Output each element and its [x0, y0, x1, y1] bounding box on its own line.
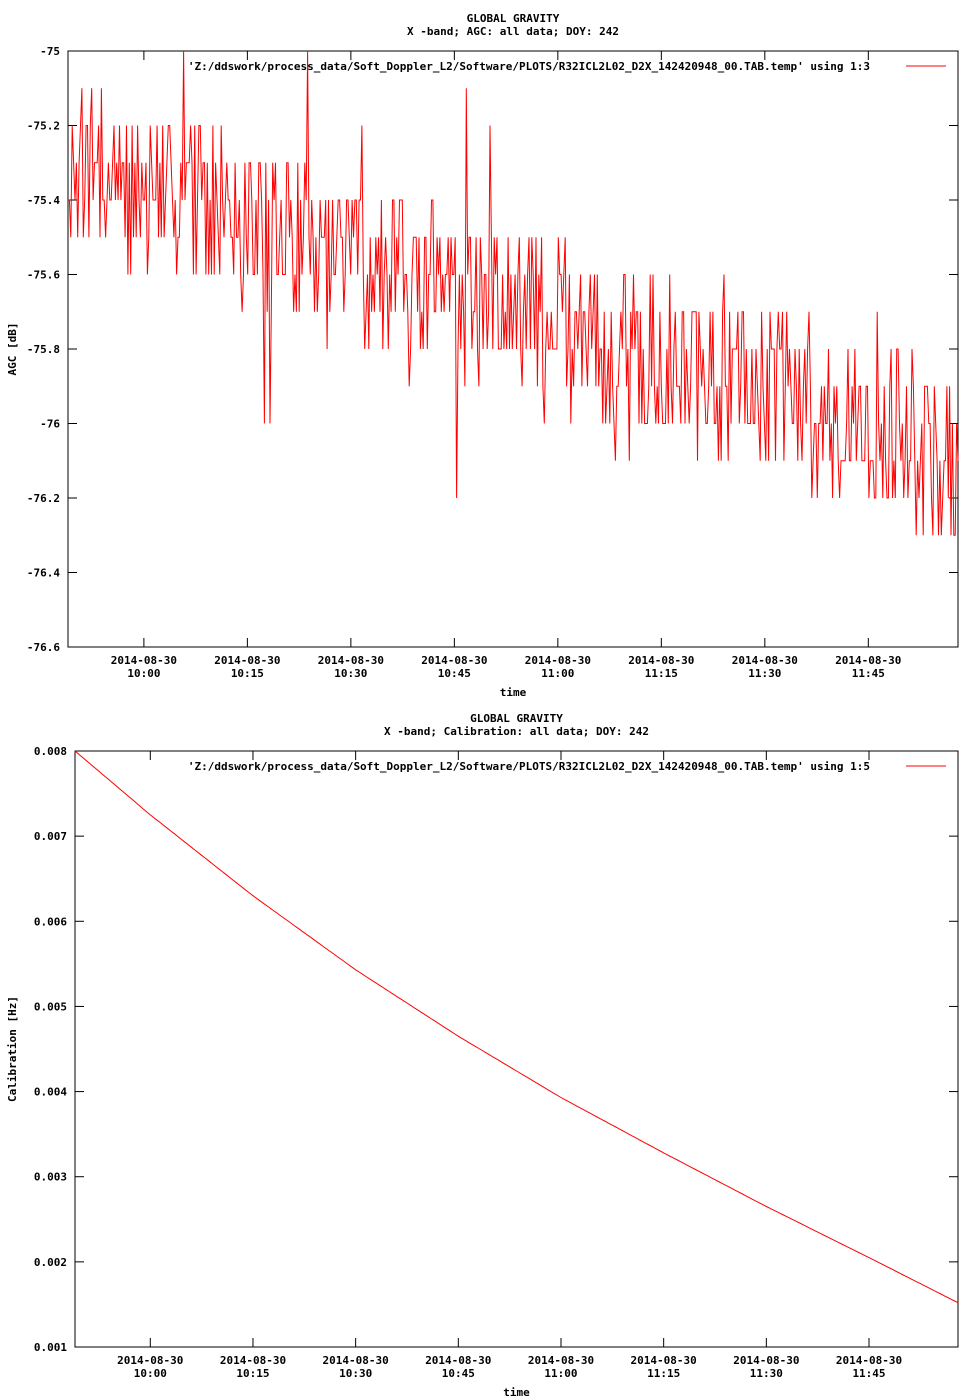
x-tick-date-label: 2014-08-30: [525, 654, 591, 667]
x-tick-time-label: 11:15: [645, 667, 678, 680]
y-tick-label: 0.002: [34, 1256, 67, 1269]
x-tick-date-label: 2014-08-30: [111, 654, 177, 667]
x-tick-time-label: 10:30: [339, 1367, 372, 1380]
x-tick-date-label: 2014-08-30: [421, 654, 487, 667]
y-tick-label: 0.001: [34, 1341, 67, 1354]
y-tick-label: -75.6: [27, 269, 60, 282]
y-axis-label: AGC [dB]: [6, 323, 19, 376]
x-tick-date-label: 2014-08-30: [631, 1354, 697, 1367]
x-tick-time-label: 11:00: [541, 667, 574, 680]
x-tick-date-label: 2014-08-30: [733, 1354, 799, 1367]
x-tick-time-label: 11:30: [750, 1367, 783, 1380]
x-tick-time-label: 11:30: [748, 667, 781, 680]
y-tick-label: -75.4: [27, 194, 60, 207]
x-tick-date-label: 2014-08-30: [220, 1354, 286, 1367]
series-line: [68, 50, 959, 536]
chart-subtitle: X -band; AGC: all data; DOY: 242: [407, 25, 619, 38]
x-tick-date-label: 2014-08-30: [732, 654, 798, 667]
x-tick-date-label: 2014-08-30: [323, 1354, 389, 1367]
x-axis-label: time: [500, 686, 527, 699]
x-tick-date-label: 2014-08-30: [528, 1354, 594, 1367]
x-tick-time-label: 10:00: [134, 1367, 167, 1380]
x-tick-time-label: 10:45: [442, 1367, 475, 1380]
x-tick-date-label: 2014-08-30: [628, 654, 694, 667]
y-tick-label: -76: [40, 418, 60, 431]
x-tick-date-label: 2014-08-30: [214, 654, 280, 667]
y-axis-label: Calibration [Hz]: [6, 996, 19, 1102]
x-tick-date-label: 2014-08-30: [117, 1354, 183, 1367]
y-tick-label: -75.2: [27, 120, 60, 133]
y-tick-label: 0.008: [34, 745, 67, 758]
x-tick-time-label: 10:00: [127, 667, 160, 680]
legend-label: 'Z:/ddswork/process_data/Soft_Doppler_L2…: [188, 60, 870, 73]
y-tick-label: -75: [40, 45, 60, 58]
x-tick-time-label: 11:45: [852, 667, 885, 680]
x-tick-time-label: 10:45: [438, 667, 471, 680]
plot-border: [67, 50, 959, 648]
chart-title: GLOBAL GRAVITY: [467, 12, 560, 25]
y-tick-label: 0.007: [34, 830, 67, 843]
x-tick-date-label: 2014-08-30: [425, 1354, 491, 1367]
y-tick-label: 0.005: [34, 1000, 67, 1013]
y-tick-label: -75.8: [27, 343, 60, 356]
x-tick-date-label: 2014-08-30: [836, 1354, 902, 1367]
plot-border: [74, 750, 959, 1348]
series-line: [74, 750, 959, 1304]
y-tick-label: -76.6: [27, 641, 60, 654]
x-tick-date-label: 2014-08-30: [318, 654, 384, 667]
x-axis-label: time: [503, 1386, 530, 1399]
x-tick-time-label: 11:45: [852, 1367, 885, 1380]
y-tick-label: 0.006: [34, 915, 67, 928]
chart-subtitle: X -band; Calibration: all data; DOY: 242: [384, 725, 649, 738]
y-tick-label: -76.2: [27, 492, 60, 505]
y-tick-label: -76.4: [27, 567, 60, 580]
x-tick-time-label: 11:15: [647, 1367, 680, 1380]
y-tick-label: 0.003: [34, 1171, 67, 1184]
chart-title: GLOBAL GRAVITY: [470, 712, 563, 725]
x-tick-date-label: 2014-08-30: [835, 654, 901, 667]
y-tick-label: 0.004: [34, 1086, 67, 1099]
x-tick-time-label: 10:30: [334, 667, 367, 680]
x-tick-time-label: 10:15: [231, 667, 264, 680]
legend-label: 'Z:/ddswork/process_data/Soft_Doppler_L2…: [188, 760, 870, 773]
x-tick-time-label: 10:15: [236, 1367, 269, 1380]
x-tick-time-label: 11:00: [544, 1367, 577, 1380]
